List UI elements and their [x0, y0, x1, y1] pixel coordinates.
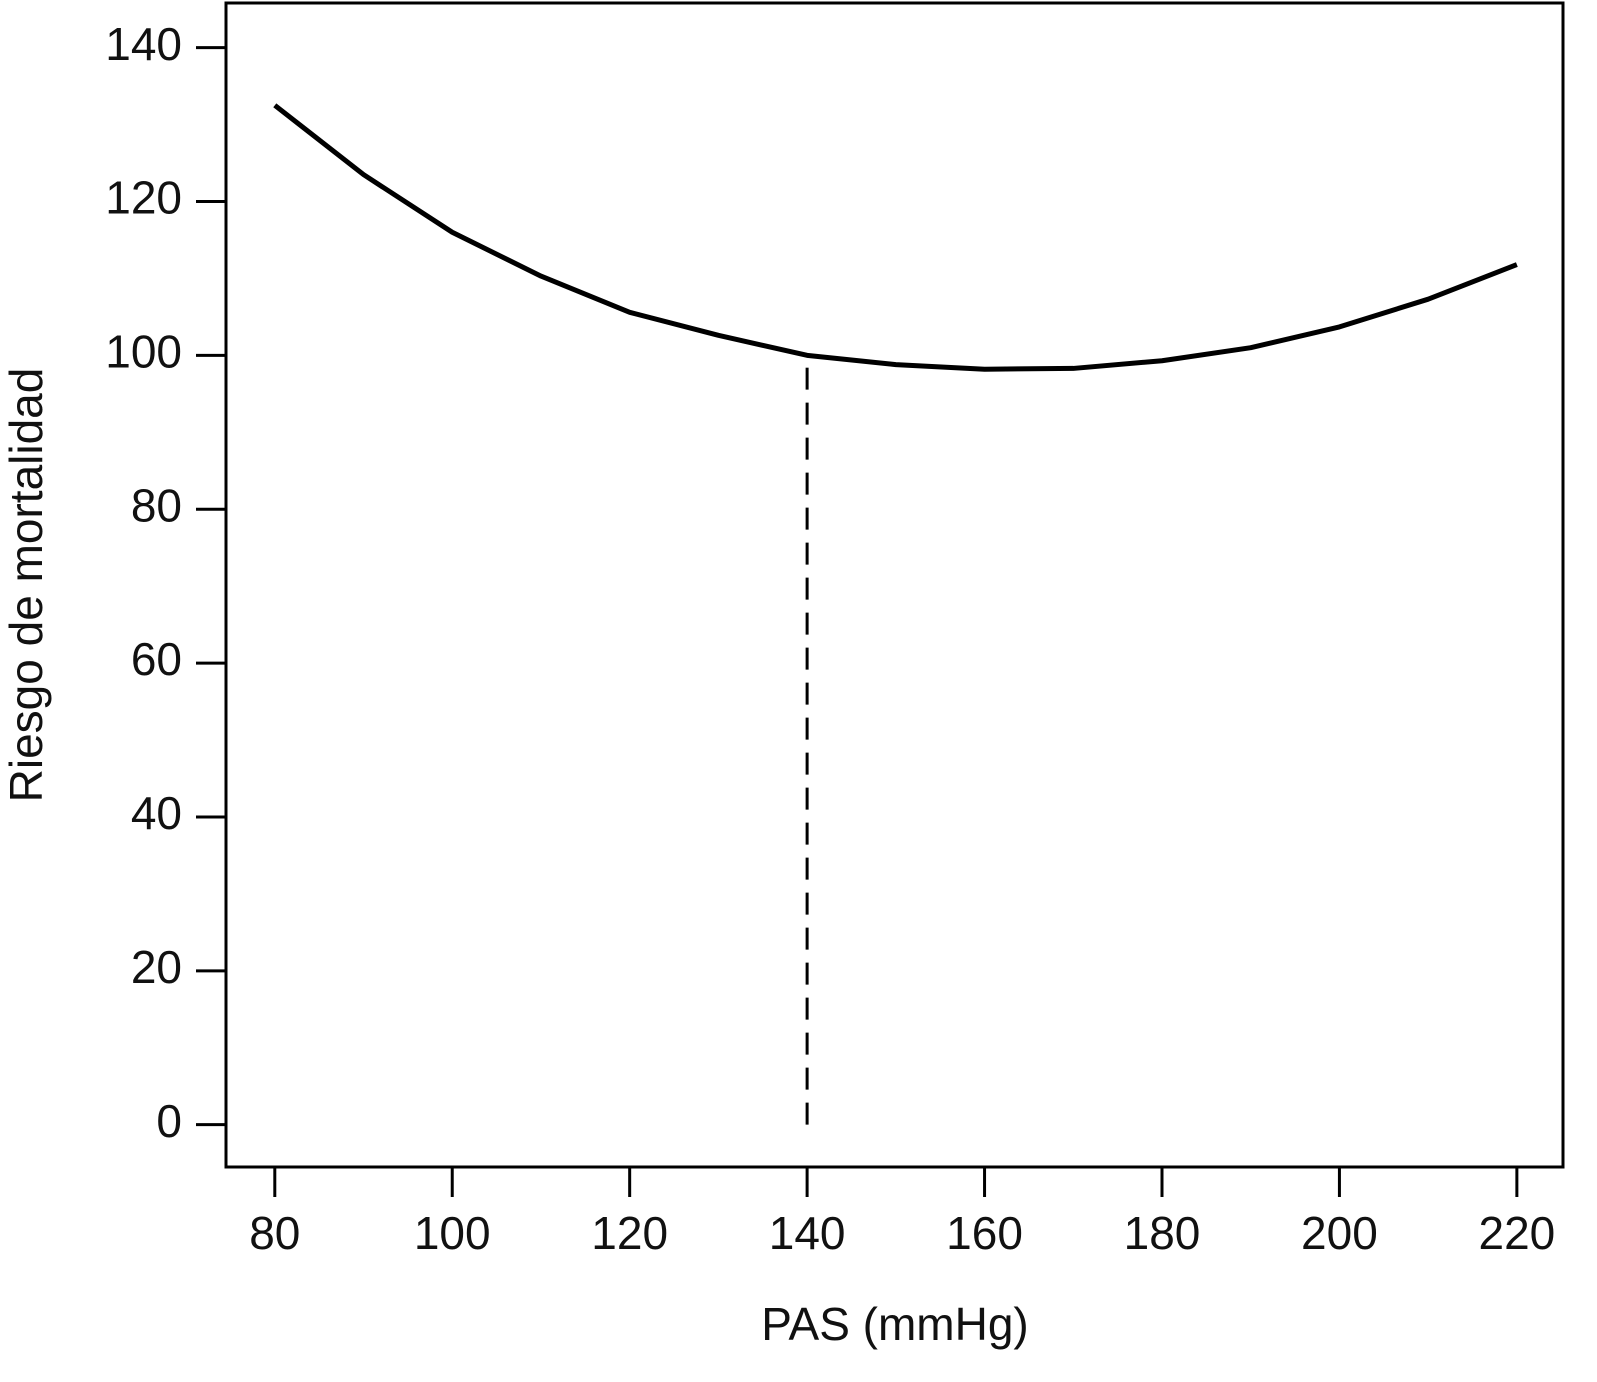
x-tick-label: 80	[249, 1207, 300, 1259]
x-tick-label: 180	[1124, 1207, 1201, 1259]
x-tick-label: 200	[1301, 1207, 1378, 1259]
x-tick-label: 220	[1478, 1207, 1555, 1259]
y-tick-label: 100	[105, 326, 182, 378]
y-tick-label: 0	[156, 1095, 182, 1147]
plot-frame	[224, 1, 1565, 1169]
x-axis-title: PAS (mmHg)	[761, 1298, 1029, 1350]
y-tick-label: 40	[131, 787, 182, 839]
x-tick-label: 120	[591, 1207, 668, 1259]
y-tick-label: 140	[105, 18, 182, 70]
x-tick-label: 100	[414, 1207, 491, 1259]
x-tick-label: 140	[769, 1207, 846, 1259]
line-series	[273, 103, 1518, 372]
y-tick-label: 80	[131, 479, 182, 531]
y-tick-label: 120	[105, 172, 182, 224]
y-tick-label: 60	[131, 633, 182, 685]
y-tick-label: 20	[131, 941, 182, 993]
y-axis-title: Riesgo de mortalidad	[0, 368, 52, 803]
x-tick-label: 160	[946, 1207, 1023, 1259]
